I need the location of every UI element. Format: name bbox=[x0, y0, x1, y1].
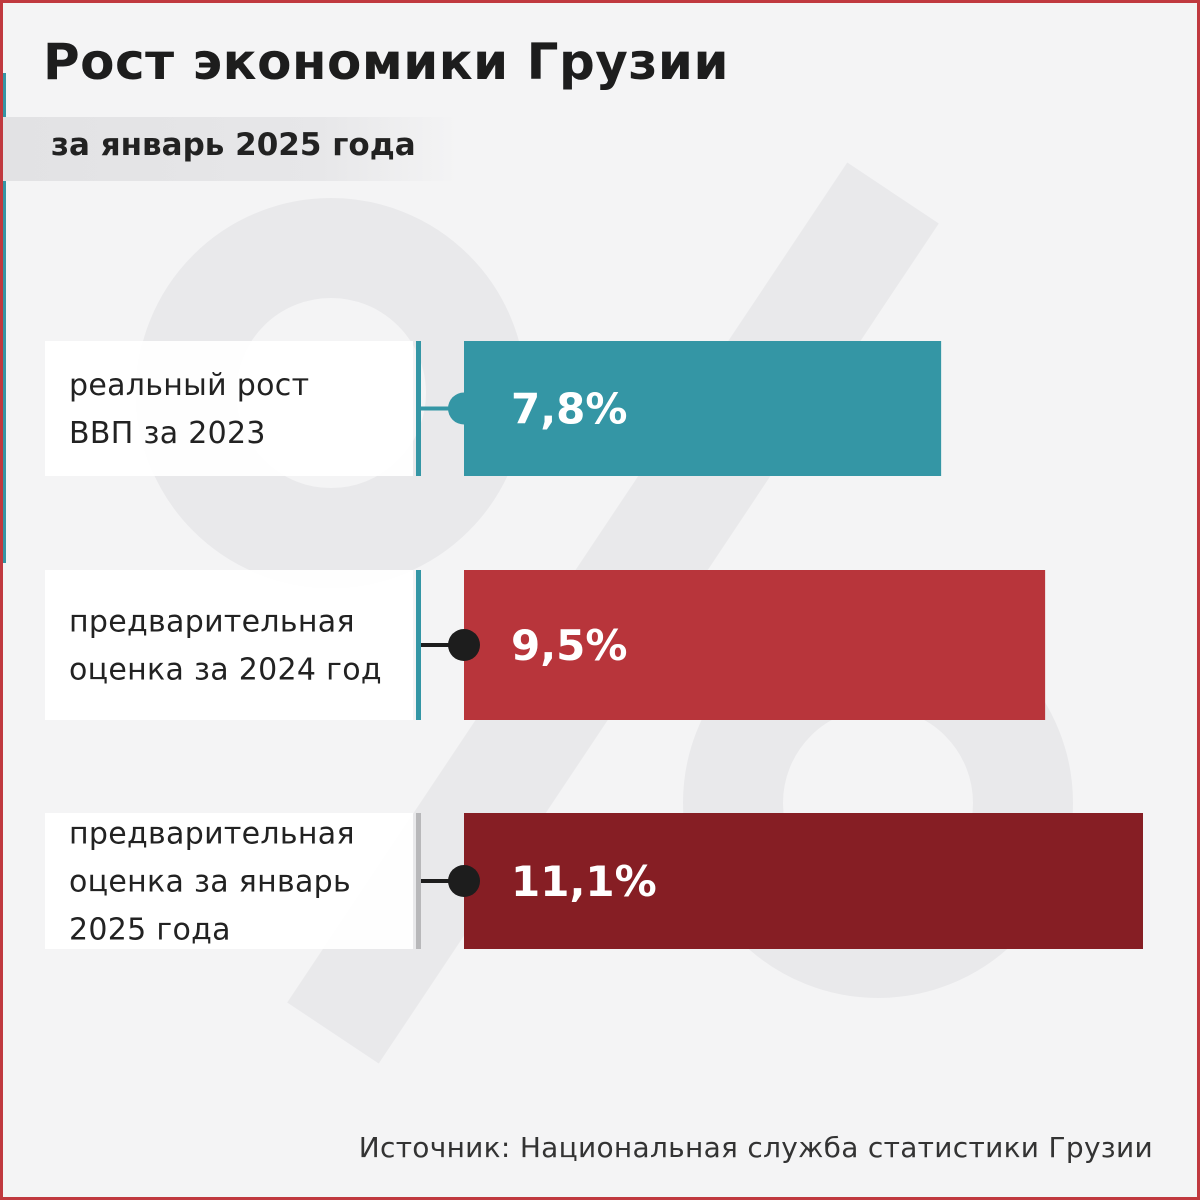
category-label: 2025 года bbox=[69, 913, 231, 948]
data-label: 11,1% bbox=[511, 857, 657, 906]
connector-dot bbox=[448, 392, 480, 425]
category-label: оценка за 2024 год bbox=[69, 653, 382, 688]
category-divider bbox=[416, 813, 421, 949]
bar bbox=[464, 570, 1046, 720]
bar bbox=[464, 813, 1143, 949]
category-divider bbox=[416, 341, 421, 476]
connector-dot bbox=[448, 865, 480, 897]
left-edge-accent bbox=[3, 73, 6, 563]
category-label-card bbox=[45, 813, 413, 949]
category-label: предварительная bbox=[69, 605, 355, 640]
category-label: предварительная bbox=[69, 817, 355, 852]
bar bbox=[464, 341, 942, 476]
subtitle-band bbox=[3, 117, 458, 181]
category-divider bbox=[416, 570, 421, 720]
source-note: Источник: Национальная служба статистики… bbox=[358, 1131, 1153, 1164]
page-title: Рост экономики Грузии bbox=[43, 33, 729, 91]
data-label: 9,5% bbox=[511, 621, 627, 670]
page-subtitle: за январь 2025 года bbox=[51, 127, 416, 163]
bar-chart: реальный рост ВВП за 2023 7,8% предваритель… bbox=[45, 341, 1143, 949]
data-label: 7,8% bbox=[511, 385, 627, 434]
category-label-card bbox=[45, 570, 413, 720]
category-label: реальный рост bbox=[69, 368, 309, 403]
category-label-card bbox=[45, 341, 413, 476]
category-label: оценка за январь bbox=[69, 865, 351, 900]
connector-dot bbox=[448, 629, 480, 661]
category-label: ВВП за 2023 bbox=[69, 416, 266, 451]
